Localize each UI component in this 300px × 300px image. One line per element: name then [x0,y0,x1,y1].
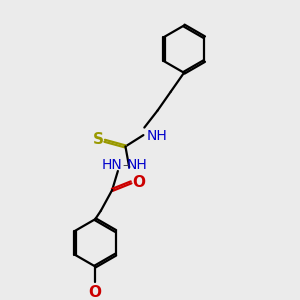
Text: –: – [122,159,129,172]
Text: S: S [92,132,104,147]
Text: O: O [89,285,102,300]
Text: NH: NH [126,158,147,172]
Text: HN: HN [102,158,123,172]
Text: O: O [132,175,145,190]
Text: NH: NH [146,128,167,142]
